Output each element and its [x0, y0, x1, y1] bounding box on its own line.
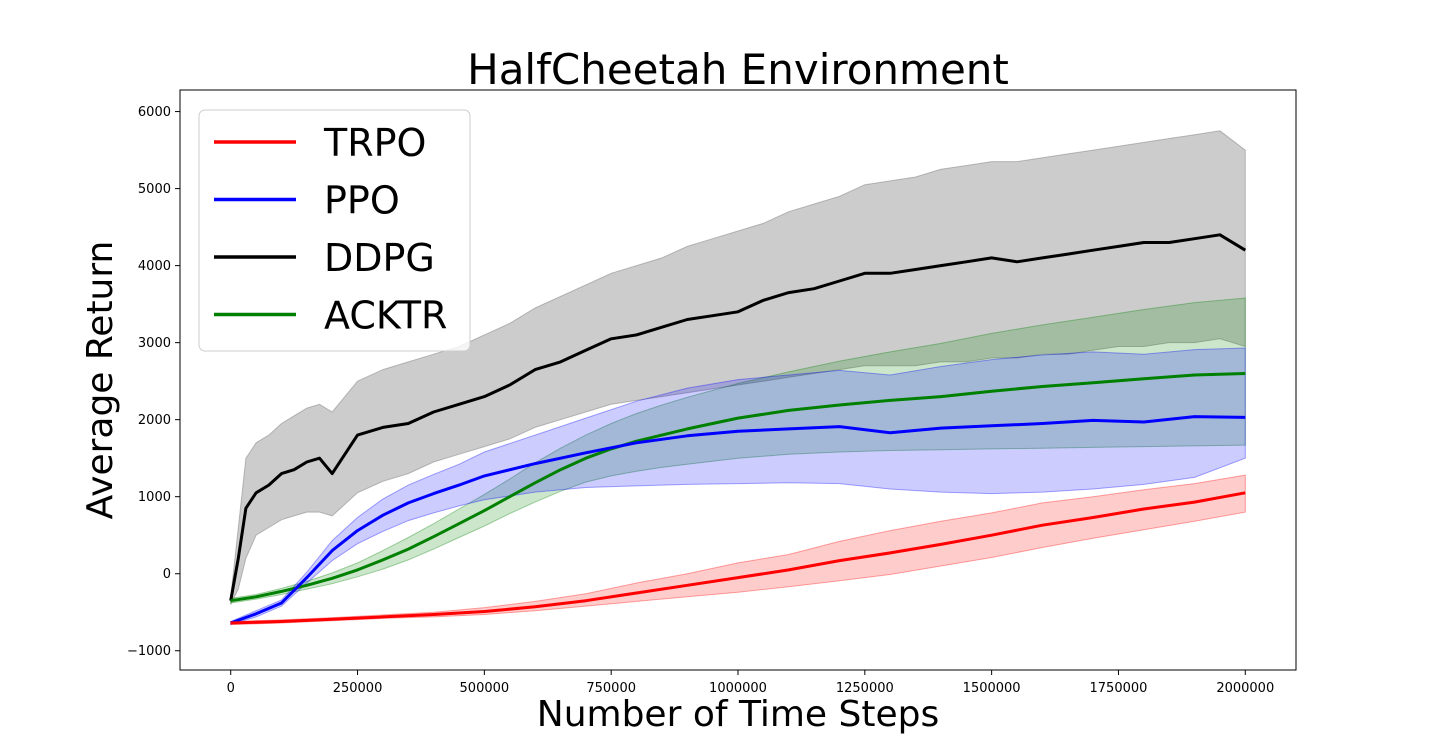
y-tick-label: 4000	[138, 259, 171, 274]
band-ddpg	[230, 130, 1246, 605]
y-tick-label: 3000	[138, 336, 171, 351]
y-tick-label: 5000	[138, 182, 171, 197]
x-tick-label: 500000	[460, 681, 510, 696]
x-tick-label: 1250000	[836, 681, 894, 696]
x-tick-label: 250000	[333, 681, 383, 696]
chart-title: HalfCheetah Environment	[467, 45, 1009, 94]
legend-label-trpo: TRPO	[323, 121, 426, 165]
x-axis: 0 250000 500000 750000 1000000 1250000 1500000…	[227, 670, 1274, 696]
series-line-trpo	[230, 491, 1246, 625]
y-tick-label: 2000	[138, 413, 171, 428]
band-ppo	[230, 347, 1246, 626]
y-tick-label: −1000	[127, 644, 171, 659]
series-lines	[229, 233, 1247, 625]
x-tick-label: 750000	[586, 681, 636, 696]
x-tick-label: 1000000	[709, 681, 767, 696]
y-tick-label: 0	[163, 567, 171, 582]
legend-label-ppo: PPO	[324, 179, 400, 223]
x-tick-label: 1500000	[963, 681, 1021, 696]
x-tick-label: 0	[227, 681, 235, 696]
band-trpo	[230, 474, 1246, 626]
band-acktr	[230, 297, 1246, 604]
y-axis-title: Average Return	[80, 241, 121, 520]
y-axis: −1000 0 1000 2000 3000 4000 5000 6000	[127, 105, 180, 659]
x-tick-label: 2000000	[1216, 681, 1274, 696]
y-tick-label: 1000	[138, 490, 171, 505]
x-axis-title: Number of Time Steps	[537, 694, 939, 735]
series-line-ppo	[230, 415, 1246, 625]
legend-label-acktr: ACKTR	[324, 294, 447, 338]
legend: TRPO PPO DDPG ACKTR	[198, 109, 471, 352]
confidence-bands	[230, 130, 1246, 626]
legend-box	[198, 109, 471, 352]
x-tick-label: 1750000	[1090, 681, 1148, 696]
y-tick-label: 6000	[138, 105, 171, 120]
legend-label-ddpg: DDPG	[324, 236, 435, 280]
series-line-ddpg	[229, 233, 1247, 601]
